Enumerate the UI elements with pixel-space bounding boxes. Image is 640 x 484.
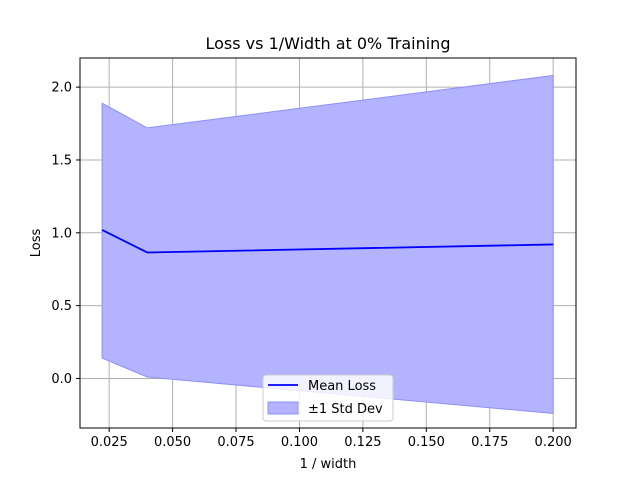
y-axis-label: Loss — [29, 229, 44, 258]
legend-mean-loss-label: Mean Loss — [308, 379, 376, 394]
x-tick-label: 0.050 — [154, 435, 191, 450]
y-tick-label: 0.5 — [51, 299, 72, 314]
chart-title: Loss vs 1/Width at 0% Training — [206, 34, 451, 53]
mean-loss-line — [101, 229, 554, 254]
y-tick-label: 1.5 — [51, 153, 72, 168]
y-tick-label: 2.0 — [51, 81, 72, 96]
y-axis-ticks: 0.0 0.5 1.0 1.5 2.0 — [51, 81, 80, 387]
x-tick-label: 0.025 — [91, 435, 128, 450]
plot-frame — [79, 57, 577, 429]
legend-std-dev-swatch — [267, 401, 299, 415]
x-tick-label: 0.125 — [344, 435, 381, 450]
x-tick-label: 0.075 — [217, 435, 254, 450]
legend: Mean Loss ±1 Std Dev — [262, 374, 394, 422]
x-tick-label: 0.200 — [535, 435, 572, 450]
x-tick-label: 0.150 — [408, 435, 445, 450]
x-axis-ticks: 0.025 0.050 0.075 0.100 0.125 0.150 0.175 0.200 — [91, 428, 572, 450]
x-tick-label: 0.100 — [281, 435, 318, 450]
y-tick-label: 0.0 — [51, 372, 72, 387]
y-tick-label: 1.0 — [51, 226, 72, 241]
std-dev-band — [101, 74, 554, 414]
mean-loss-line-layer — [101, 229, 554, 254]
x-tick-label: 0.175 — [471, 435, 508, 450]
std-dev-band-layer — [101, 74, 554, 414]
legend-std-dev-label: ±1 Std Dev — [308, 402, 383, 417]
x-axis-label: 1 / width — [300, 457, 357, 472]
